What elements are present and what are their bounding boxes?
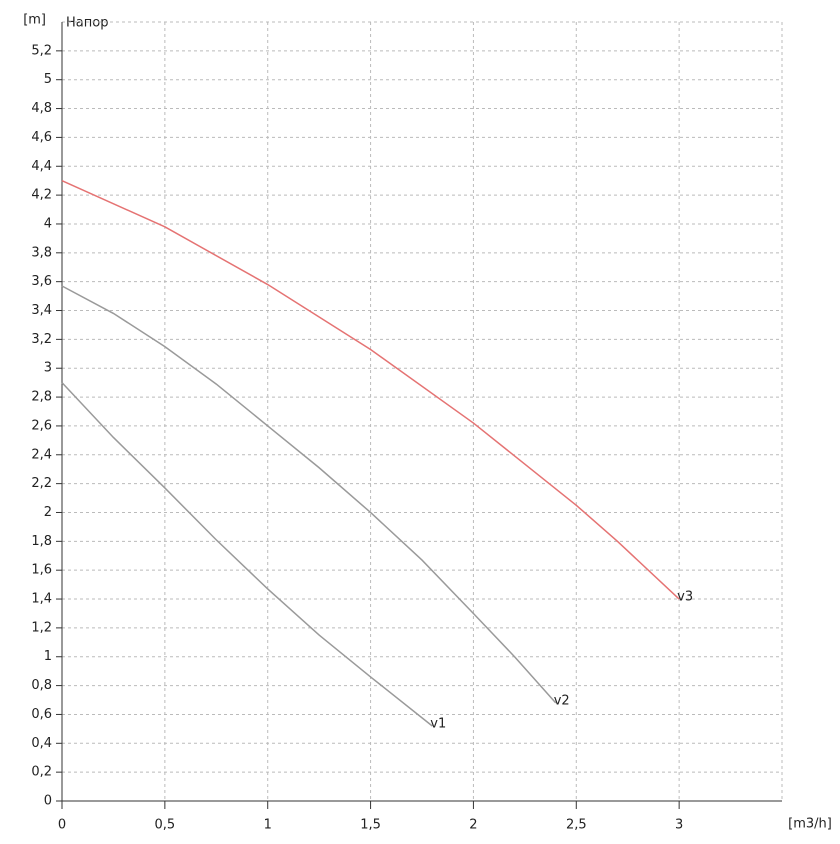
chart-title: Напор (66, 16, 108, 31)
y-tick-label: 5,2 (31, 43, 52, 58)
x-tick-label: 1,5 (360, 818, 381, 833)
y-tick-label: 0,6 (31, 707, 52, 722)
curve-label: v2 (554, 693, 570, 708)
y-tick-label: 3,4 (31, 303, 52, 318)
y-tick-label: 2,4 (31, 447, 52, 462)
x-tick-label: 3 (675, 818, 683, 833)
y-tick-label: 0,8 (31, 678, 52, 693)
x-tick-label: 0,5 (155, 818, 176, 833)
curve-label: v3 (677, 590, 693, 605)
curve (61, 382, 433, 727)
y-tick-label: 5 (44, 72, 52, 87)
y-tick-label: 3,2 (31, 332, 52, 347)
y-tick-label: 2 (44, 505, 52, 520)
y-tick-label: 3 (44, 361, 52, 376)
y-tick-label: 0 (44, 794, 52, 809)
y-tick-label: 1,6 (31, 563, 52, 578)
y-axis-label: [m] (23, 13, 46, 28)
curve (61, 180, 680, 600)
y-tick-label: 4,4 (31, 159, 52, 174)
y-tick-label: 4,2 (31, 188, 52, 203)
y-tick-label: 4 (44, 216, 52, 231)
y-tick-label: 4,8 (31, 101, 52, 116)
curve-label: v1 (430, 716, 446, 731)
x-tick-label: 1 (264, 818, 272, 833)
x-tick-label: 2 (469, 818, 477, 833)
y-tick-label: 3,6 (31, 274, 52, 289)
x-axis-label: [m3/h] (788, 817, 832, 832)
y-tick-label: 1,8 (31, 534, 52, 549)
y-tick-label: 3,8 (31, 245, 52, 260)
y-tick-label: 2,2 (31, 476, 52, 491)
y-tick-label: 2,6 (31, 418, 52, 433)
y-tick-label: 1,4 (31, 592, 52, 607)
x-tick-label: 0 (58, 818, 66, 833)
y-tick-label: 1,2 (31, 620, 52, 635)
y-tick-label: 1 (44, 649, 52, 664)
y-tick-label: 2,8 (31, 390, 52, 405)
y-tick-label: 0,4 (31, 736, 52, 751)
curve (61, 285, 557, 704)
y-tick-label: 0,2 (31, 765, 52, 780)
y-tick-label: 4,6 (31, 130, 52, 145)
x-tick-label: 2,5 (566, 818, 587, 833)
